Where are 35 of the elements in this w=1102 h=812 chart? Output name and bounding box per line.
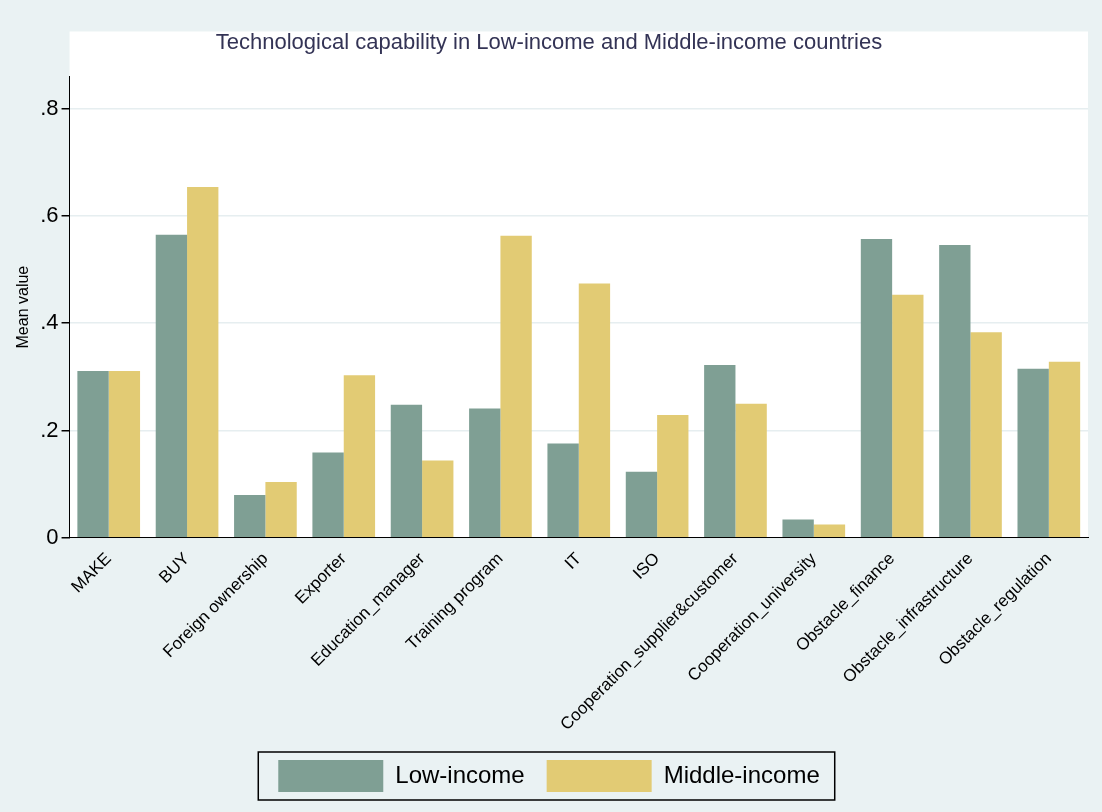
bar [892, 294, 924, 538]
bar [108, 370, 141, 538]
chart-title: Technological capability in Low-income and Middle-income countries [215, 29, 883, 55]
y-axis-title: Mean value [14, 265, 32, 349]
y-tick-label: 0 [46, 523, 59, 549]
bar [234, 494, 266, 538]
bar [1017, 368, 1049, 538]
bar [155, 234, 188, 538]
bar [813, 524, 846, 538]
bar [77, 370, 109, 538]
y-tick-label: .8 [40, 94, 59, 120]
y-tick-label: .4 [40, 309, 59, 335]
bar [625, 471, 658, 538]
bar [312, 452, 344, 538]
bar [704, 365, 736, 538]
bar [860, 238, 893, 538]
bar [422, 460, 454, 538]
legend-label: Low-income [395, 760, 525, 788]
bar [265, 482, 297, 538]
bar [735, 403, 767, 538]
bar [657, 414, 689, 538]
bar [782, 519, 814, 538]
bar [578, 283, 611, 538]
bar [939, 244, 971, 538]
bar [1048, 361, 1081, 538]
bar [343, 375, 376, 538]
y-tick-label: .2 [40, 416, 59, 442]
bar [970, 332, 1002, 538]
bar [547, 443, 579, 538]
legend-label: Middle-income [663, 760, 820, 788]
bar [500, 235, 532, 538]
bar [390, 404, 423, 538]
y-tick-label: .6 [40, 201, 59, 227]
bar [187, 186, 219, 538]
bar [469, 408, 501, 538]
